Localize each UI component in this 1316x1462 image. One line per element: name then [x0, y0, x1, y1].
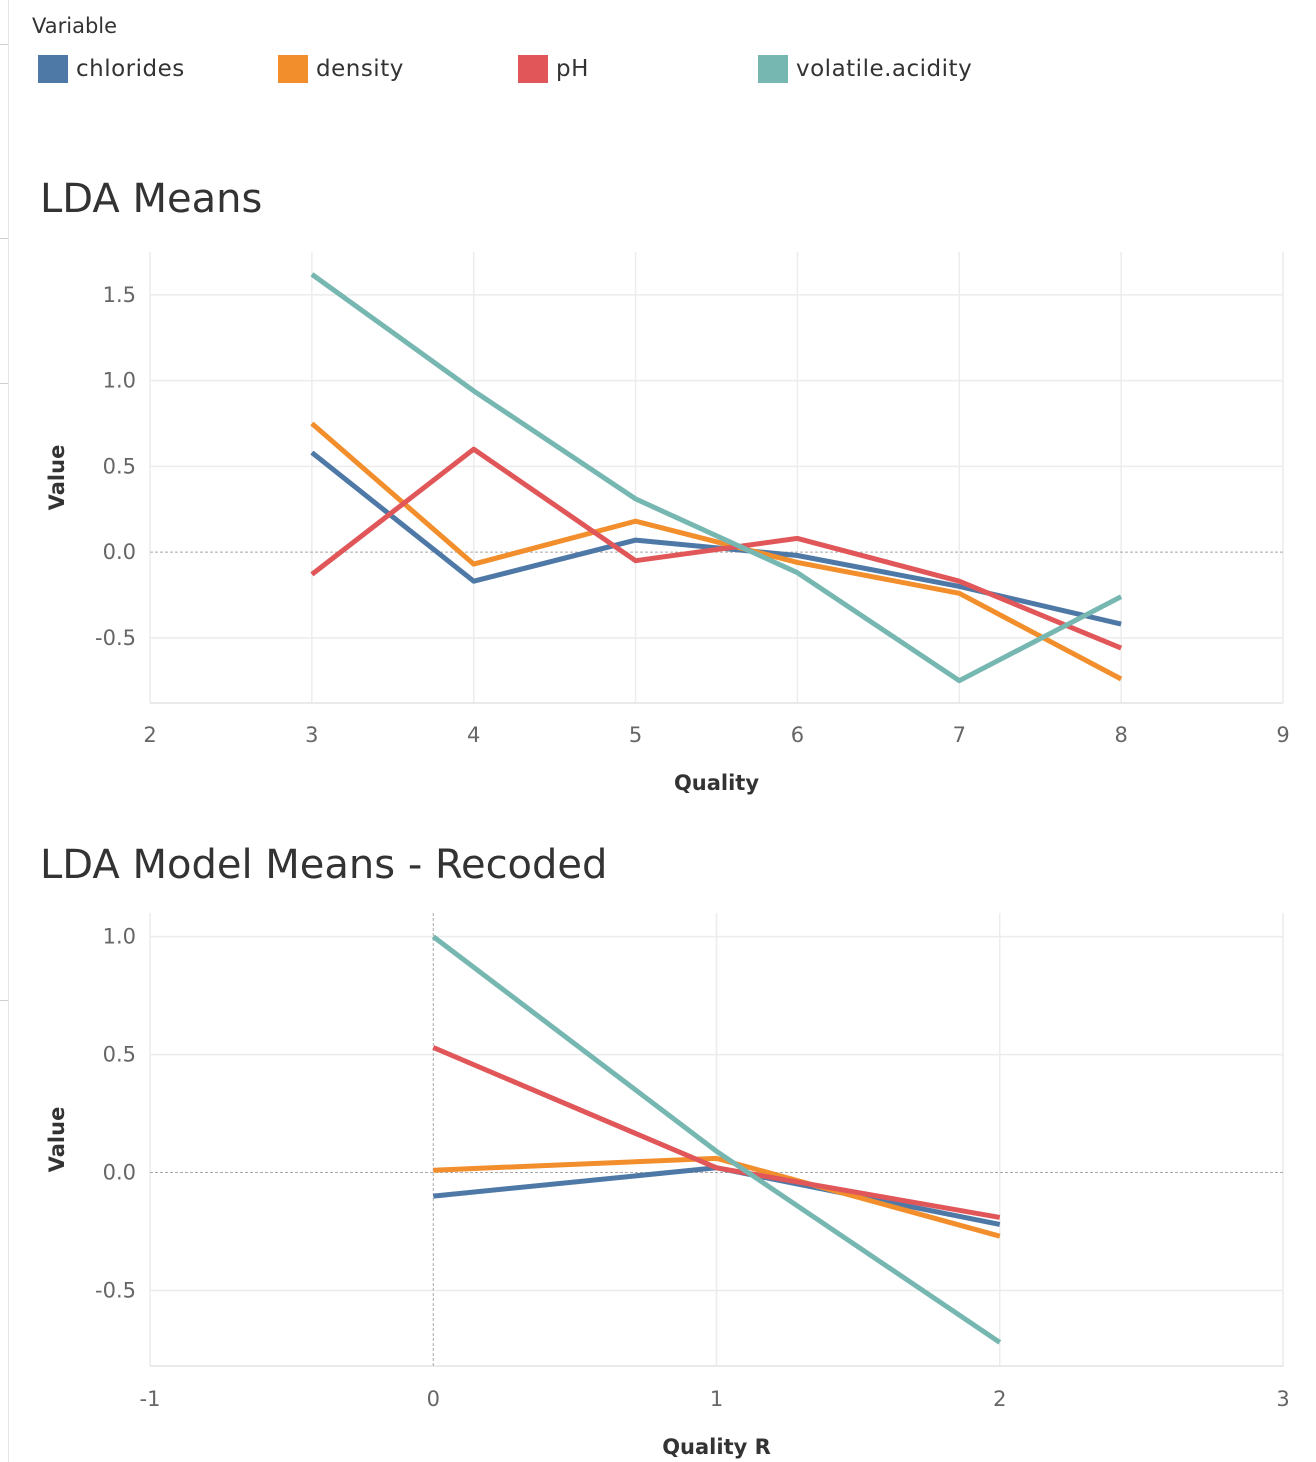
x-tick-label: 8	[1114, 723, 1127, 747]
x-tick-label: 0	[427, 1387, 440, 1411]
y-tick-label: 1.5	[103, 283, 136, 307]
legend-label: volatile.acidity	[796, 56, 973, 82]
y-axis-title: Value	[45, 1107, 69, 1173]
chart-title-lda-model-means-recoded: LDA Model Means - Recoded	[40, 842, 608, 888]
legend-swatch	[518, 55, 548, 83]
x-tick-label: 9	[1276, 723, 1289, 747]
series-line-ph[interactable]	[310, 446, 1123, 651]
x-tick-label: 3	[305, 723, 318, 747]
legend-item-density[interactable]: density	[278, 54, 404, 84]
y-tick-label: -0.5	[95, 1279, 136, 1303]
x-tick-label: 1	[710, 1387, 723, 1411]
y-tick-label: 0.5	[103, 1043, 136, 1067]
x-tick-label: 5	[629, 723, 642, 747]
legend-title: Variable	[32, 14, 118, 38]
legend-label: pH	[556, 56, 589, 82]
legend: Variable chlorides density pH volatile.a…	[32, 14, 1292, 94]
x-tick-label: 4	[467, 723, 480, 747]
legend-item-ph[interactable]: pH	[518, 54, 589, 84]
legend-item-volatile-acidity[interactable]: volatile.acidity	[758, 54, 972, 84]
x-tick-label: 2	[993, 1387, 1006, 1411]
y-tick-label: 0.0	[103, 1161, 136, 1185]
series-line-ph[interactable]	[432, 1045, 1001, 1220]
series-line-density[interactable]	[433, 1155, 1001, 1239]
legend-item-chlorides[interactable]: chlorides	[38, 54, 185, 84]
left-edge-rule	[8, 0, 9, 1462]
y-tick-label: 0.5	[103, 454, 136, 478]
series-line-volatile-acidity[interactable]	[431, 934, 1002, 1345]
left-edge-tick	[0, 1000, 8, 1001]
legend-swatch	[758, 55, 788, 83]
y-tick-label: 1.0	[103, 369, 136, 393]
y-tick-label: -0.5	[95, 626, 136, 650]
legend-label: chlorides	[76, 56, 185, 82]
x-axis-title: Quality	[674, 771, 759, 795]
x-tick-label: 7	[953, 723, 966, 747]
left-edge-tick	[0, 44, 8, 45]
chart-title-lda-means: LDA Means	[40, 176, 263, 222]
y-tick-label: 0.0	[103, 540, 136, 564]
x-tick-label: 6	[791, 723, 804, 747]
x-tick-label: 3	[1276, 1387, 1289, 1411]
series-line-volatile-acidity[interactable]	[310, 272, 1123, 684]
series-line-density[interactable]	[310, 421, 1123, 682]
x-tick-label: 2	[143, 723, 156, 747]
left-edge-tick	[0, 383, 8, 384]
left-edge-tick	[0, 238, 8, 239]
x-tick-label: -1	[140, 1387, 161, 1411]
chart-lda-means: 2 3 4 5 6 7 8 9 -0.5 0.0 0.5 1.0 1.5 Quality Value	[45, 252, 1290, 795]
y-tick-label: 1.0	[103, 925, 136, 949]
y-axis-title: Value	[45, 445, 69, 511]
legend-swatch	[38, 55, 68, 83]
x-axis-title: Quality R	[662, 1435, 771, 1459]
legend-swatch	[278, 55, 308, 83]
legend-label: density	[316, 56, 404, 82]
